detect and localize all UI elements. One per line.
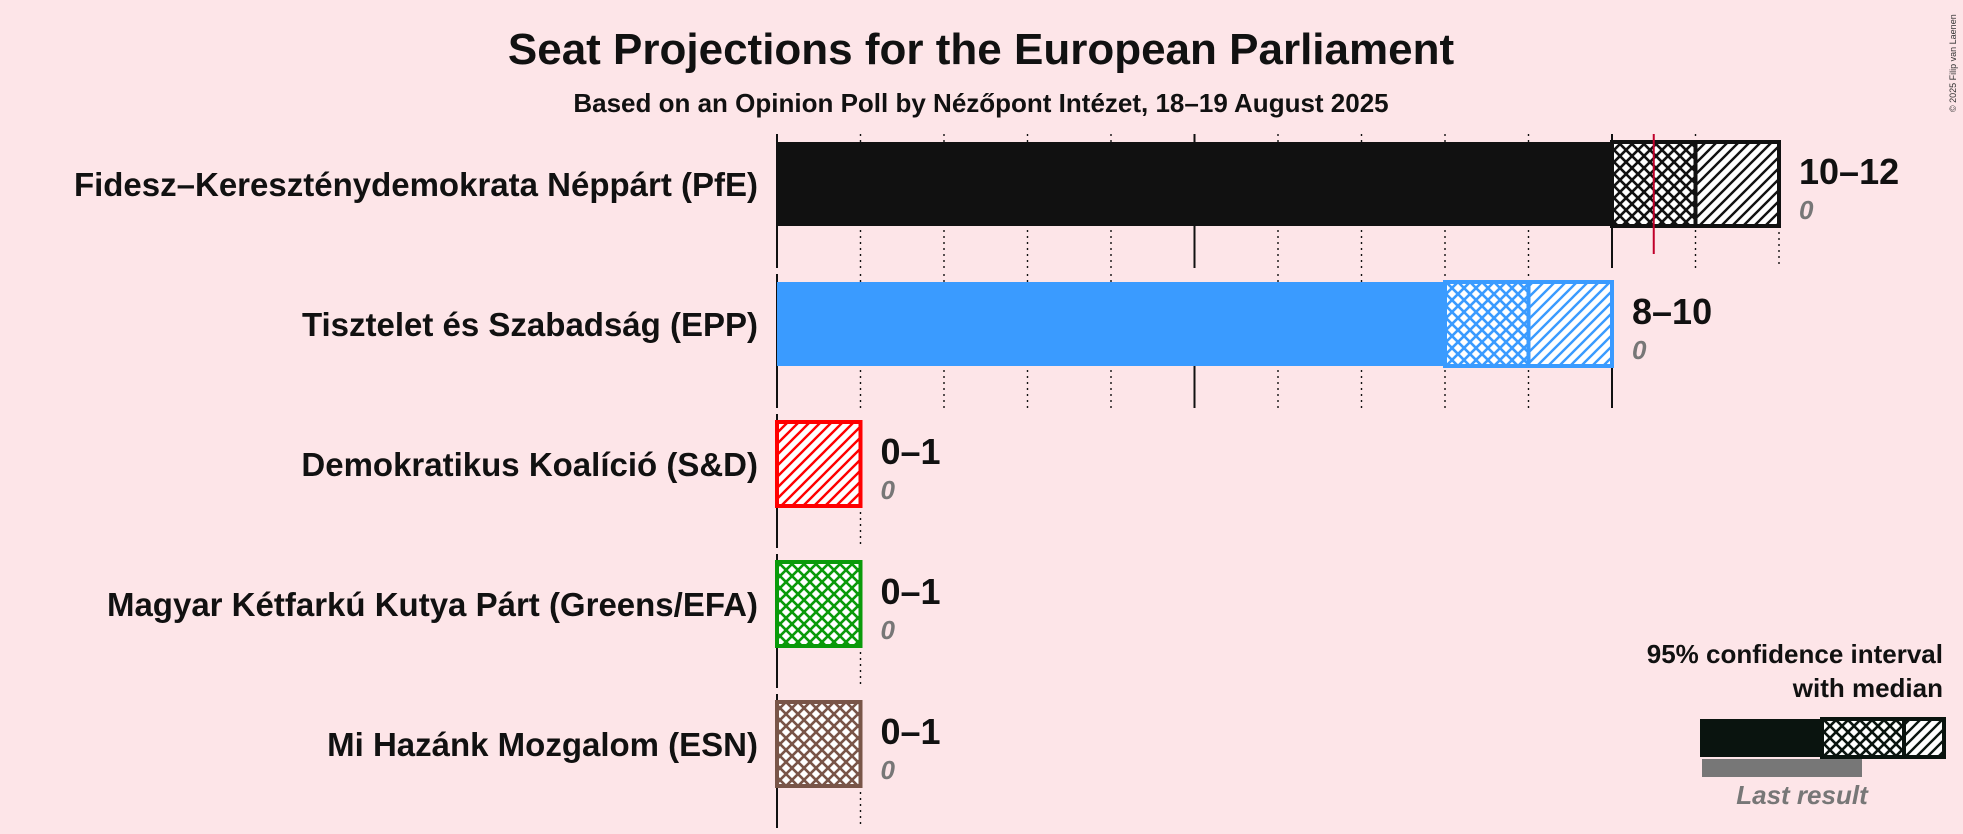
legend-ci-outline [1820,717,1946,759]
bar-ci-upper-segment [1695,142,1779,226]
range-label: 0–1 [881,431,941,472]
bar-ci-outline [775,700,863,788]
last-result-label: 0 [881,755,896,785]
bar-ci-upper-segment [777,422,861,506]
legend-last-result-swatch [1702,759,1862,777]
bar-ci-median-segment [777,562,861,646]
party-label: Magyar Kétfarkú Kutya Párt (Greens/EFA) [107,586,758,623]
legend-crosshatch-swatch [1822,719,1904,757]
party-label: Tisztelet és Szabadság (EPP) [302,306,758,343]
chart-title: Seat Projections for the European Parlia… [508,25,1455,74]
range-label: 0–1 [881,711,941,752]
legend-ci-line2: with median [1792,673,1943,703]
last-result-label: 0 [1632,335,1647,365]
legend-ci-line1: 95% confidence interval [1647,639,1943,669]
bar-ci-median-segment [777,702,861,786]
last-result-label: 0 [881,615,896,645]
last-result-label: 0 [1799,195,1814,225]
legend-diagonal-swatch [1904,719,1944,757]
range-label: 8–10 [1632,291,1712,332]
bar-ci-median-segment [1445,282,1529,366]
bars-group: Fidesz–Kereszténydemokrata Néppárt (PfE)… [74,134,1899,788]
legend: 95% confidence interval with median Last… [1647,639,1946,810]
party-label: Demokratikus Koalíció (S&D) [301,446,758,483]
bar-solid-segment [777,142,1612,226]
range-label: 0–1 [881,571,941,612]
legend-last-result-label: Last result [1736,780,1869,810]
party-label: Fidesz–Kereszténydemokrata Néppárt (PfE) [74,166,758,203]
bar-ci-outline [775,560,863,648]
bar-ci-outline [775,420,863,508]
range-label: 10–12 [1799,151,1899,192]
last-result-label: 0 [881,475,896,505]
party-label: Mi Hazánk Mozgalom (ESN) [327,726,758,763]
copyright-notice: © 2025 Filip van Laenen [1948,14,1958,112]
bar-ci-upper-segment [1528,282,1612,366]
bar-solid-segment [777,282,1445,366]
chart-subtitle: Based on an Opinion Poll by Nézőpont Int… [573,88,1388,118]
